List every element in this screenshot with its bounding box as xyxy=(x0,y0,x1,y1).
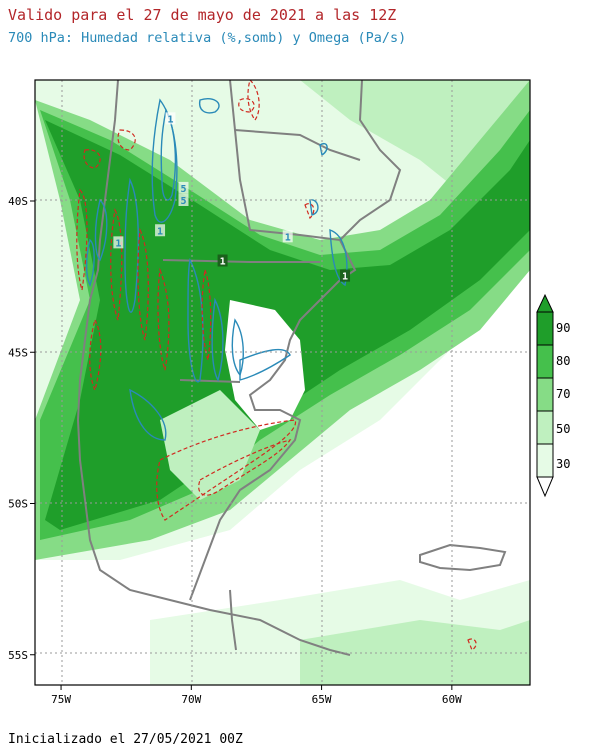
omega-label: 1 xyxy=(157,226,163,237)
omega-label-bg xyxy=(178,181,189,194)
omega-label: 1 xyxy=(167,114,173,125)
lat-tick-label: 50S xyxy=(8,498,28,511)
omega-label: 5 xyxy=(180,196,186,207)
omega-label: 1 xyxy=(285,232,291,243)
omega-label-bg xyxy=(282,230,293,243)
colorbar-segment-50 xyxy=(536,410,554,445)
lat-tick-label: 40S xyxy=(8,195,28,208)
lon-tick-label: 60W xyxy=(442,693,462,706)
omega-label-bg xyxy=(340,269,351,282)
omega-label-bg xyxy=(178,194,189,206)
colorbar: 90 80 70 50 30 xyxy=(536,293,570,498)
lon-axis: 75W 70W 65W 60W xyxy=(51,685,462,706)
omega-label-bg xyxy=(217,254,228,267)
lon-tick-label: 70W xyxy=(181,693,201,706)
lon-tick-label: 75W xyxy=(51,693,71,706)
omega-negative-contours xyxy=(76,80,477,651)
lat-tick-label: 45S xyxy=(8,346,28,359)
colorbar-bottom-arrow xyxy=(536,476,554,498)
lat-axis: 40S 45S 50S 55S xyxy=(8,195,35,662)
colorbar-segment-90 xyxy=(536,311,554,346)
colorbar-top-arrow xyxy=(536,293,554,313)
omega-label: 1 xyxy=(220,257,226,268)
omega-label: 1 xyxy=(342,272,348,283)
colorbar-segment-80 xyxy=(536,344,554,379)
colorbar-label: 70 xyxy=(556,387,570,401)
graticule xyxy=(35,80,530,685)
colorbar-segment-70 xyxy=(536,377,554,412)
colorbar-segment-30 xyxy=(536,443,554,478)
plot-frame xyxy=(34,79,531,686)
init-time: Inicializado el 27/05/2021 00Z xyxy=(8,732,243,747)
colorbar-label: 30 xyxy=(556,457,570,471)
colorbar-label: 90 xyxy=(556,321,570,335)
lon-tick-label: 65W xyxy=(312,693,332,706)
colorbar-label: 80 xyxy=(556,354,570,368)
colorbar-label: 50 xyxy=(556,422,570,436)
map-subtitle: 700 hPa: Humedad relativa (%,somb) y Ome… xyxy=(8,30,407,46)
omega-label-bg xyxy=(113,236,124,249)
omega-labels: 1 55 1 1 1 1 1 xyxy=(113,112,351,283)
omega-label: 1 xyxy=(115,238,121,249)
humidity-shading xyxy=(35,80,530,685)
omega-label-bg xyxy=(155,224,166,237)
omega-label-bg xyxy=(165,112,176,125)
omega-label: 5 xyxy=(180,184,186,195)
lat-tick-label: 55S xyxy=(8,649,28,662)
map-title: Valido para el 27 de mayo de 2021 a las … xyxy=(8,6,397,24)
